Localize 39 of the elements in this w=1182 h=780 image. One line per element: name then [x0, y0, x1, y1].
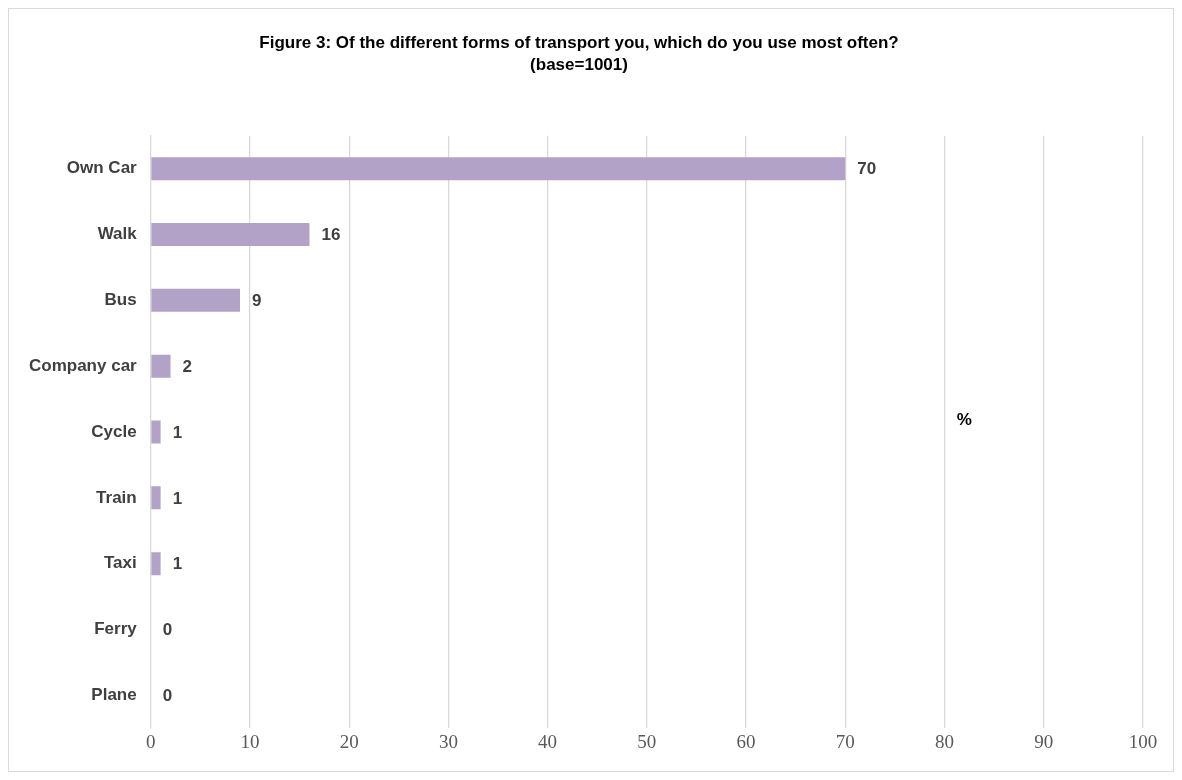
bar	[151, 354, 171, 378]
x-tick-label: 40	[538, 730, 558, 752]
data-label: 1	[172, 422, 183, 442]
x-tick-label: 30	[438, 730, 458, 752]
x-tick-label: 0	[145, 730, 156, 752]
bar	[151, 288, 241, 312]
data-label: 9	[252, 291, 262, 311]
y-tick-label: Company car	[29, 355, 138, 375]
y-tick-label: Ferry	[94, 619, 138, 639]
x-tick-label: 100	[1128, 730, 1158, 752]
x-tick-label: 60	[736, 730, 756, 752]
data-label: 0	[162, 685, 173, 705]
bar	[151, 420, 161, 444]
data-label: 1	[172, 554, 183, 574]
data-label: 1	[172, 488, 183, 508]
bar	[151, 223, 310, 247]
data-label: 2	[182, 356, 193, 376]
y-tick-label: Train	[96, 487, 137, 507]
annotation: %	[956, 409, 972, 429]
y-tick-label: Walk	[97, 224, 138, 244]
x-tick-label: 20	[339, 730, 359, 752]
y-tick-label: Taxi	[103, 553, 137, 573]
y-tick-label: Cycle	[91, 421, 137, 441]
data-label: 16	[321, 225, 341, 245]
x-tick-label: 80	[935, 730, 955, 752]
bar	[151, 552, 161, 576]
chart-subtitle: (base=1001)	[530, 55, 628, 75]
bar	[151, 486, 161, 510]
data-label: 0	[162, 620, 173, 640]
y-tick-label: Bus	[104, 290, 137, 310]
y-tick-label: Plane	[91, 684, 137, 704]
x-tick-label: 90	[1034, 730, 1054, 752]
bar	[151, 157, 846, 181]
y-tick-label: Own Car	[66, 158, 138, 178]
x-tick-label: 50	[637, 730, 657, 752]
data-label: 70	[857, 159, 877, 179]
x-tick-label: 10	[240, 730, 260, 752]
chart-title: Figure 3: Of the different forms of transport you, which do you use most often?	[259, 32, 899, 52]
x-tick-label: 70	[835, 730, 855, 752]
